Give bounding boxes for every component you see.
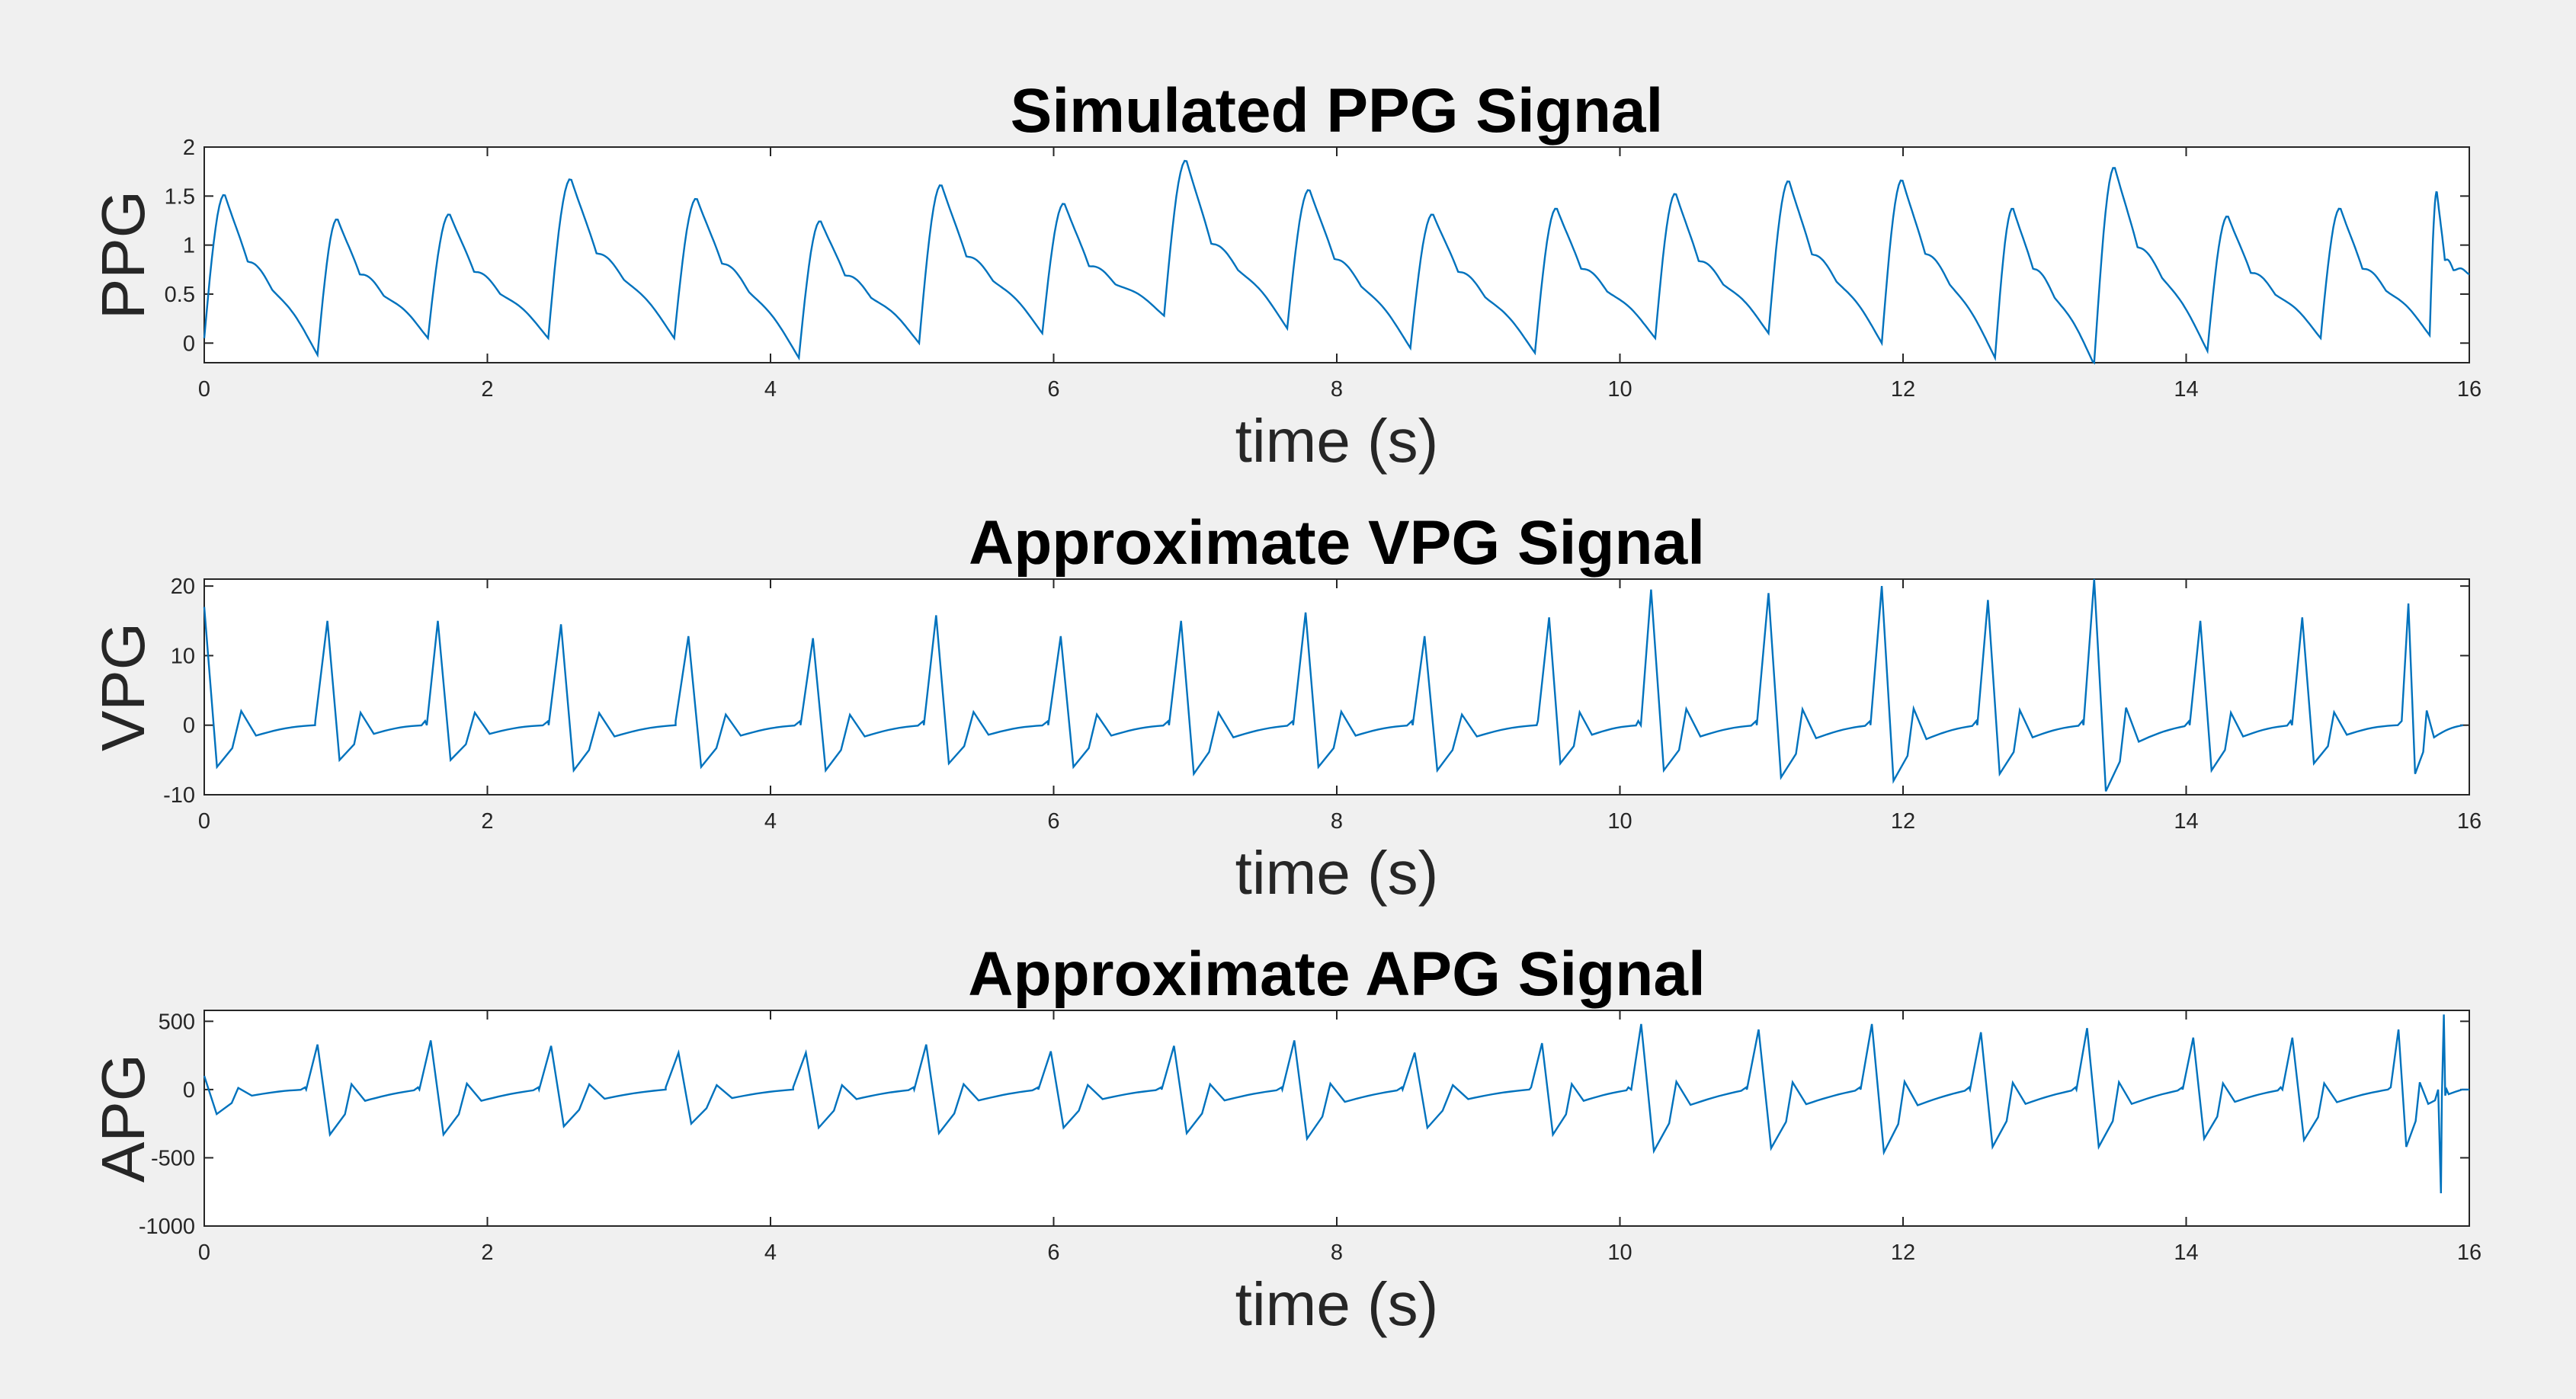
series-line-apg xyxy=(203,1014,2469,1194)
y-axis-label: PPG xyxy=(89,190,157,319)
x-tick-label: 6 xyxy=(1047,809,1059,834)
x-ticks: 0 2 4 6 8 10 12 14 16 xyxy=(198,579,2481,834)
x-tick-label: 2 xyxy=(481,1241,493,1265)
x-tick-label: 12 xyxy=(1891,1241,1915,1265)
y-axis-label: VPG xyxy=(89,623,157,751)
x-tick-label: 12 xyxy=(1891,809,1915,834)
y-tick-label: 0 xyxy=(183,331,195,356)
y-tick-label: 500 xyxy=(159,1010,195,1034)
series-line-ppg xyxy=(203,159,2470,365)
y-tick-label: 1.5 xyxy=(165,184,195,209)
x-tick-label: 16 xyxy=(2457,1241,2481,1265)
x-axis-label: time (s) xyxy=(1235,839,1439,907)
subplot-ppg: Simulated PPG Signal time (s) PPG 0 2 4 6 8 1… xyxy=(89,76,2481,475)
y-tick-label: 20 xyxy=(171,575,195,599)
x-ticks: 0 2 4 6 8 10 12 14 16 xyxy=(198,147,2481,402)
x-tick-label: 14 xyxy=(2174,809,2198,834)
x-tick-label: 2 xyxy=(481,809,493,834)
x-tick-label: 6 xyxy=(1047,377,1059,402)
x-tick-label: 12 xyxy=(1891,377,1915,402)
x-tick-label: 8 xyxy=(1331,1241,1343,1265)
x-tick-label: 16 xyxy=(2457,377,2481,402)
subplot-apg: Approximate APG Signal time (s) APG 0 2 4 6… xyxy=(89,940,2481,1338)
y-tick-label: 1 xyxy=(183,234,195,258)
x-tick-label: 10 xyxy=(1607,809,1632,834)
y-tick-label: -500 xyxy=(151,1146,195,1170)
x-tick-label: 14 xyxy=(2174,377,2198,402)
subplot-vpg: Approximate VPG Signal time (s) VPG 0 2 4 6… xyxy=(89,508,2481,907)
x-tick-label: 10 xyxy=(1607,1241,1632,1265)
axes-box xyxy=(203,1010,2470,1227)
x-tick-label: 4 xyxy=(764,809,777,834)
axes-box xyxy=(203,578,2470,796)
y-tick-label: 0 xyxy=(183,1078,195,1103)
y-tick-label: 0.5 xyxy=(165,283,195,307)
chart-title: Simulated PPG Signal xyxy=(1011,76,1664,146)
y-tick-label: -10 xyxy=(163,783,195,808)
x-tick-label: 14 xyxy=(2174,1241,2198,1265)
y-tick-label: 2 xyxy=(183,136,195,160)
x-tick-label: 2 xyxy=(481,377,493,402)
x-tick-label: 4 xyxy=(764,1241,777,1265)
x-axis-label: time (s) xyxy=(1235,1270,1439,1338)
x-axis-label: time (s) xyxy=(1235,407,1439,475)
series-line-vpg xyxy=(203,578,2464,792)
y-ticks: 0 0.5 1 1.5 2 xyxy=(165,136,2469,356)
x-tick-label: 8 xyxy=(1331,809,1343,834)
y-ticks: -10 0 10 20 xyxy=(163,575,2469,808)
y-tick-label: -1000 xyxy=(139,1215,195,1239)
y-axis-label: APG xyxy=(89,1054,157,1183)
x-tick-label: 8 xyxy=(1331,377,1343,402)
x-tick-label: 16 xyxy=(2457,809,2481,834)
chart-title: Approximate APG Signal xyxy=(968,940,1705,1009)
chart-title: Approximate VPG Signal xyxy=(969,508,1705,578)
x-ticks: 0 2 4 6 8 10 12 14 16 xyxy=(198,1010,2481,1265)
y-tick-label: 10 xyxy=(171,644,195,668)
x-tick-label: 4 xyxy=(764,377,777,402)
x-tick-label: 0 xyxy=(198,377,210,402)
x-tick-label: 10 xyxy=(1607,377,1632,402)
y-ticks: -1000 -500 0 500 xyxy=(139,1010,2469,1239)
x-tick-label: 6 xyxy=(1047,1241,1059,1265)
x-tick-label: 0 xyxy=(198,809,210,834)
x-tick-label: 0 xyxy=(198,1241,210,1265)
y-tick-label: 0 xyxy=(183,714,195,738)
axes-box xyxy=(203,146,2470,363)
